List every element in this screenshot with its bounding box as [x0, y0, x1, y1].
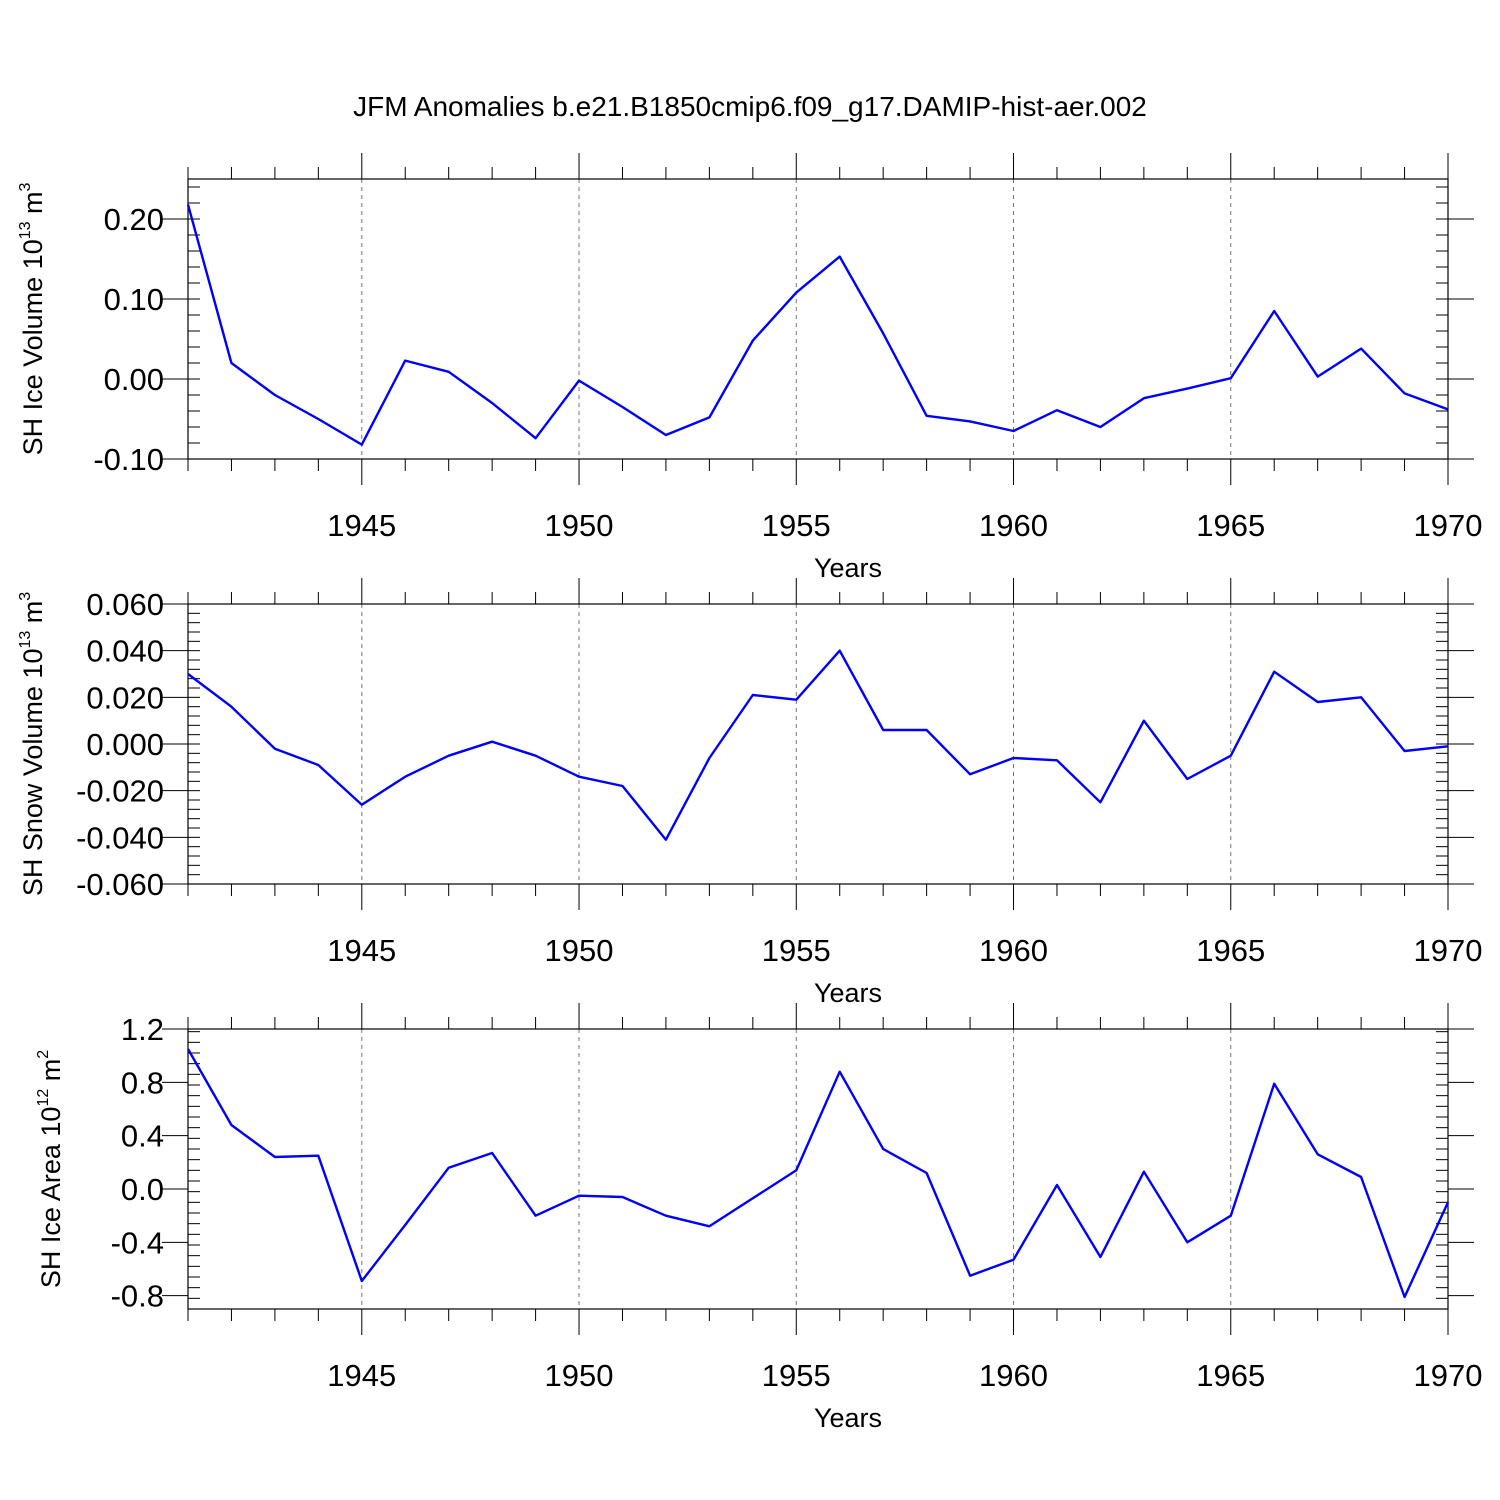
- ice-area-x-axis-label: Years: [814, 1403, 882, 1433]
- snow-volume-x-tick-label: 1960: [979, 933, 1048, 968]
- ice-area-y-axis-label-unit: m: [36, 1059, 66, 1089]
- panel-ice-area: -0.8 -0.4 0.0 0.4 0.8 1.2 1945 1950 1955 1960 1965…: [35, 1003, 1482, 1433]
- ice-volume-x-tick-label: 1970: [1414, 508, 1483, 543]
- ice-volume-y-axis-label-unit: m: [18, 191, 48, 221]
- ice-volume-plot-frame: [187, 178, 1449, 460]
- ice-volume-x-tick-label: 1960: [979, 508, 1048, 543]
- snow-volume-y-tick-label: 0.060: [86, 587, 164, 622]
- snow-volume-series-line: [187, 649, 1449, 841]
- ice-volume-y-tick-label: -0.10: [93, 442, 164, 477]
- snow-volume-x-tick-label: 1955: [762, 933, 831, 968]
- ice-volume-y-axis-label: SH Ice Volume 1013 m3: [17, 182, 48, 455]
- ice-area-y-tick-label: -0.4: [111, 1225, 164, 1260]
- ice-area-y-tick-label: -0.8: [111, 1279, 164, 1314]
- ice-volume-x-tick-label: 1965: [1196, 508, 1265, 543]
- ice-volume-y-tick-label: 0.20: [104, 202, 164, 237]
- ice-volume-y-tick-label: 0.00: [104, 362, 164, 397]
- snow-volume-y-axis-label-unit: m: [18, 601, 48, 631]
- snow-volume-x-tick-label: 1970: [1414, 933, 1483, 968]
- panel-snow-volume: -0.060 -0.040 -0.020 0.000 0.020 0.040 0.060 19…: [17, 578, 1482, 1008]
- ice-volume-series-line: [186, 204, 1449, 446]
- ice-area-y-tick-label: 0.0: [121, 1172, 164, 1207]
- snow-volume-y-axis-label-unit-exponent: 3: [17, 592, 34, 601]
- ice-area-series-line: [186, 1048, 1450, 1299]
- ice-volume-y-axis-label-unit-exponent: 3: [17, 182, 34, 191]
- ice-volume-y-tick-label: 0.10: [104, 282, 164, 317]
- ice-area-y-tick-label: 0.8: [121, 1065, 164, 1100]
- snow-volume-y-tick-label: 0.000: [86, 727, 164, 762]
- ice-volume-x-axis-label: Years: [814, 553, 882, 583]
- snow-volume-y-tick-label: -0.040: [76, 820, 164, 855]
- ice-volume-y-axis-label-exponent: 13: [17, 221, 34, 239]
- ice-area-x-tick-label: 1965: [1196, 1358, 1265, 1393]
- snow-volume-y-axis-label-text: SH Snow Volume 10: [18, 649, 48, 897]
- ice-area-y-tick-label: 0.4: [121, 1119, 164, 1154]
- ice-volume-x-tick-label: 1950: [545, 508, 614, 543]
- ice-area-y-axis-label-exponent: 12: [35, 1089, 52, 1107]
- ice-area-y-axis-label-unit-exponent: 2: [35, 1050, 52, 1059]
- ice-area-x-tick-label: 1945: [327, 1358, 396, 1393]
- ice-area-x-tick-label: 1955: [762, 1358, 831, 1393]
- snow-volume-x-tick-label: 1950: [545, 933, 614, 968]
- ice-area-y-axis-label: SH Ice Area 1012 m2: [35, 1050, 66, 1288]
- snow-volume-y-axis-label: SH Snow Volume 1013 m3: [17, 592, 48, 896]
- snow-volume-x-axis-label: Years: [814, 978, 882, 1008]
- snow-volume-x-tick-label: 1965: [1196, 933, 1265, 968]
- snow-volume-y-tick-label: 0.020: [86, 680, 164, 715]
- ice-volume-x-tick-label: 1955: [762, 508, 831, 543]
- chart-title: JFM Anomalies b.e21.B1850cmip6.f09_g17.D…: [353, 91, 1147, 122]
- ice-area-y-tick-label: 1.2: [121, 1012, 164, 1047]
- ice-area-x-tick-label: 1970: [1414, 1358, 1483, 1393]
- ice-volume-x-tick-label: 1945: [327, 508, 396, 543]
- ice-volume-y-axis-label-text: SH Ice Volume 10: [18, 239, 48, 455]
- snow-volume-y-tick-label: 0.040: [86, 634, 164, 669]
- ice-area-x-tick-label: 1950: [545, 1358, 614, 1393]
- panel-ice-volume: -0.10 0.00 0.10 0.20 1945 1950 1955 1960 1965 197…: [17, 153, 1482, 583]
- snow-volume-y-axis-label-exponent: 13: [17, 631, 34, 649]
- snow-volume-x-tick-label: 1945: [327, 933, 396, 968]
- snow-volume-y-tick-label: -0.020: [76, 774, 164, 809]
- ice-area-y-axis-label-text: SH Ice Area 10: [36, 1107, 66, 1289]
- ice-area-plot-frame: [187, 1028, 1449, 1310]
- ice-area-x-tick-label: 1960: [979, 1358, 1048, 1393]
- snow-volume-y-tick-label: -0.060: [76, 867, 164, 902]
